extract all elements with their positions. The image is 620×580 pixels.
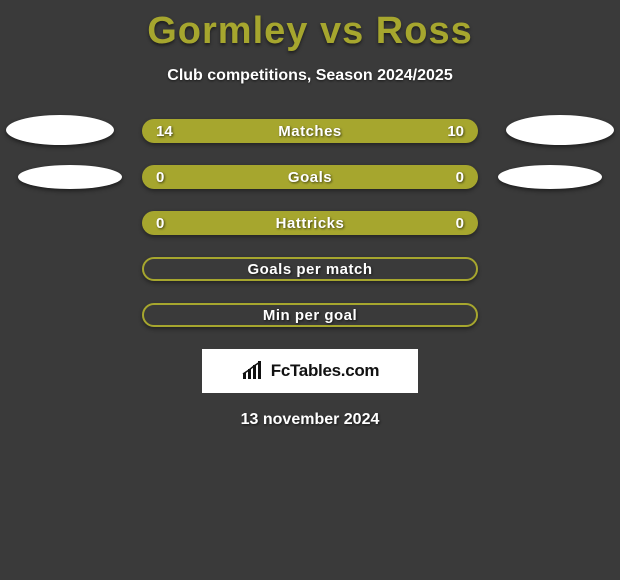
stat-row-goals: 0 Goals 0	[0, 165, 620, 189]
stat-label: Goals per match	[247, 261, 372, 278]
stat-right-value: 10	[447, 123, 464, 140]
stat-left-value: 0	[156, 169, 164, 186]
generated-date: 13 november 2024	[0, 411, 620, 429]
brand-badge: FcTables.com	[202, 349, 418, 393]
stat-bar: 0 Hattricks 0	[142, 211, 478, 235]
stat-row-goals-per-match: Goals per match	[0, 257, 620, 281]
player-right-marker	[506, 115, 614, 145]
player-left-marker	[6, 115, 114, 145]
stat-bar: Goals per match	[142, 257, 478, 281]
stat-bar: 0 Goals 0	[142, 165, 478, 189]
stat-label: Min per goal	[263, 307, 357, 324]
subtitle: Club competitions, Season 2024/2025	[0, 67, 620, 85]
stat-row-hattricks: 0 Hattricks 0	[0, 211, 620, 235]
player-left-marker	[18, 165, 122, 189]
brand-text: FcTables.com	[271, 361, 380, 381]
stat-bar: Min per goal	[142, 303, 478, 327]
stat-label: Hattricks	[276, 215, 345, 232]
stat-right-value: 0	[456, 215, 464, 232]
stat-bar: 14 Matches 10	[142, 119, 478, 143]
stat-right-value: 0	[456, 169, 464, 186]
page-title: Gormley vs Ross	[0, 0, 620, 53]
player-right-marker	[498, 165, 602, 189]
bar-chart-icon	[241, 361, 265, 381]
stat-label: Matches	[278, 123, 342, 140]
stat-left-value: 0	[156, 215, 164, 232]
stat-rows: 14 Matches 10 0 Goals 0 0 Hattricks 0 Go…	[0, 119, 620, 327]
stat-row-min-per-goal: Min per goal	[0, 303, 620, 327]
stat-label: Goals	[288, 169, 332, 186]
stat-left-value: 14	[156, 123, 173, 140]
stat-row-matches: 14 Matches 10	[0, 119, 620, 143]
